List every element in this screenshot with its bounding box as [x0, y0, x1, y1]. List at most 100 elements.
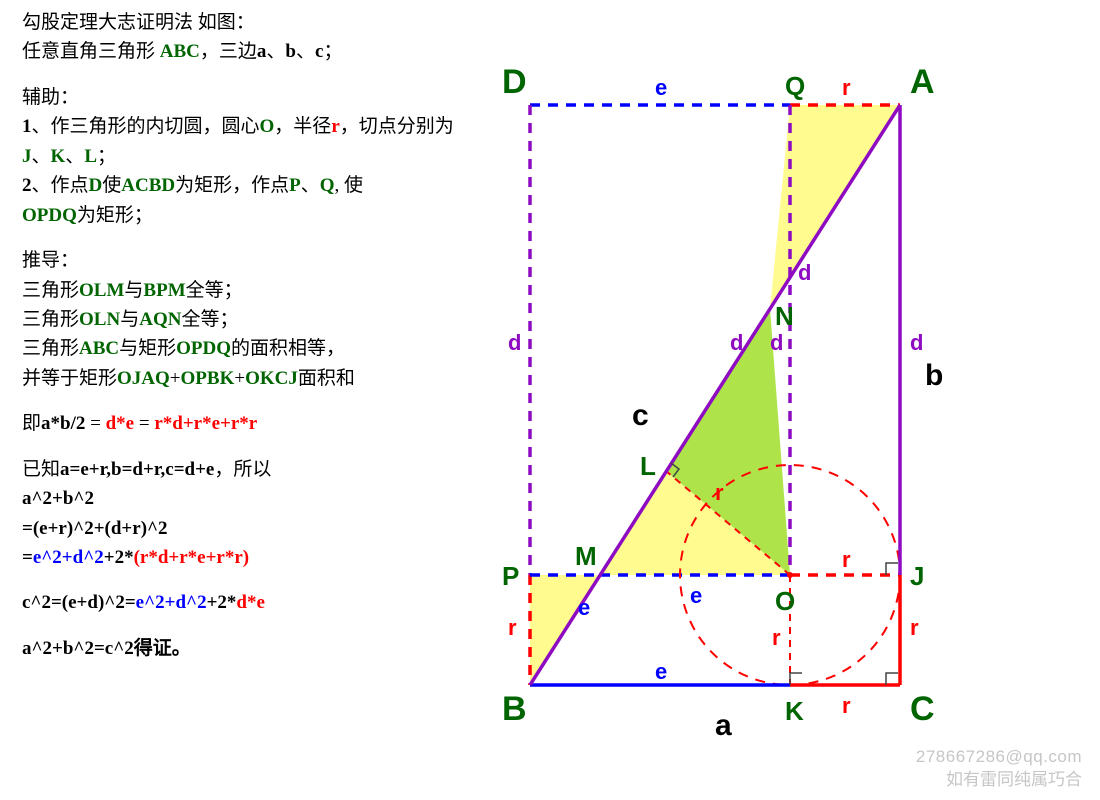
ex2a: = [22, 547, 33, 568]
a26: 为矩形； [77, 205, 153, 226]
title-block: 勾股定理大志证明法 如图： 任意直角三角形 ABC，三边a、b、c； [22, 8, 462, 67]
label-D: D [502, 63, 527, 101]
a2b2: a^2+b^2 [22, 488, 94, 509]
OKCJ: OKCJ [245, 368, 298, 389]
pythagoras-diagram: DABCPQOJKLMNabceeeedddddrrrrrrr [470, 55, 1090, 795]
d3e: 的面积相等， [231, 338, 345, 359]
d2m: 与 [120, 309, 139, 330]
label-e_BM: e [578, 595, 590, 620]
p1: + [170, 368, 181, 389]
P: P [289, 175, 301, 196]
ex2c: +2* [104, 547, 134, 568]
ded-head: 推导： [22, 250, 79, 271]
label-r_PB: r [508, 615, 517, 640]
L: L [84, 146, 97, 167]
c2-block: c^2=(e+d)^2=e^2+d^2+2*d*e [22, 588, 462, 617]
d4p: 并等于矩形 [22, 368, 117, 389]
O: O [260, 116, 275, 137]
Q: Q [320, 175, 335, 196]
BPM: BPM [143, 280, 185, 301]
ACBD: ACBD [121, 175, 175, 196]
label-r_QA: r [842, 75, 851, 100]
D: D [89, 175, 103, 196]
label-side_b: b [925, 359, 943, 392]
a12: 、作三角形的内切圆，圆心 [32, 116, 260, 137]
c2d: d*e [236, 592, 265, 613]
abc: ABC [160, 41, 200, 62]
label-A: A [910, 63, 935, 101]
label-C: C [910, 690, 935, 728]
K: K [51, 146, 66, 167]
ab2: a*b/2 [41, 413, 85, 434]
aux-block: 辅助： 1、作三角形的内切圆，圆心O，半径r，切点分别为J、K、L； 2、作点D… [22, 83, 462, 230]
title-line-2-pre: 任意直角三角形 [22, 41, 160, 62]
label-r_OK: r [772, 625, 781, 650]
n1: 1 [22, 116, 32, 137]
a22: 、作点 [32, 175, 89, 196]
label-K: K [785, 696, 804, 726]
d4e: 面积和 [298, 368, 355, 389]
d2e: 全等； [181, 309, 238, 330]
final: a^2+b^2=c^2得证。 [22, 638, 191, 659]
label-d_DP: d [508, 330, 521, 355]
OLN: OLN [79, 309, 120, 330]
a13: ，半径 [274, 116, 331, 137]
label-d_AJ: d [910, 330, 923, 355]
label-r_JC: r [910, 615, 919, 640]
de1: d*e [106, 413, 135, 434]
eq1: = [85, 413, 105, 434]
eq2: = [134, 413, 154, 434]
c2b: e^2+d^2 [136, 592, 207, 613]
kp: 已知 [22, 459, 60, 480]
final-block: a^2+b^2=c^2得证。 [22, 634, 462, 663]
label-side_a: a [715, 709, 732, 742]
ex2d: (r*d+r*e+r*r) [134, 547, 250, 568]
n2: 2 [22, 175, 32, 196]
AQN: AQN [139, 309, 181, 330]
c1: 、 [266, 41, 285, 62]
kr: a=e+r,b=d+r,c=d+e [60, 459, 214, 480]
label-r_OL: r [715, 480, 724, 505]
eq1-block: 即a*b/2 = d*e = r*d+r*e+r*r [22, 409, 462, 438]
label-side_c: c [632, 399, 649, 432]
c2c: +2* [207, 592, 237, 613]
rde: r*d+r*e+r*r [154, 413, 257, 434]
OPDQ: OPDQ [22, 205, 77, 226]
diagram-svg: DABCPQOJKLMNabceeeedddddrrrrrrr [470, 55, 1090, 795]
label-r_OJ: r [842, 547, 851, 572]
c3: 、 [32, 146, 51, 167]
OJAQ: OJAQ [117, 368, 170, 389]
d3p: 三角形 [22, 338, 79, 359]
d1p: 三角形 [22, 280, 79, 301]
e1p: 即 [22, 413, 41, 434]
a24: 为矩形，作点 [175, 175, 289, 196]
c4: 、 [65, 146, 84, 167]
c2a: c^2=(e+d)^2= [22, 592, 136, 613]
a23: 使 [102, 175, 121, 196]
label-d_NL: d [730, 330, 743, 355]
label-e_BK: e [655, 659, 667, 684]
label-O: O [775, 586, 795, 616]
OPBK: OPBK [181, 368, 235, 389]
title-line-1: 勾股定理大志证明法 如图： [22, 12, 255, 33]
ke: ，所以 [214, 459, 271, 480]
s2: ； [97, 146, 116, 167]
d2p: 三角形 [22, 309, 79, 330]
label-e_PO: e [690, 583, 702, 608]
a: a [257, 41, 267, 62]
label-Q: Q [785, 71, 805, 101]
a25: , 使 [335, 175, 364, 196]
J: J [22, 146, 32, 167]
deduction-block: 推导： 三角形OLM与BPM全等； 三角形OLN与AQN全等； 三角形ABC与矩… [22, 246, 462, 393]
known-block: 已知a=e+r,b=d+r,c=d+e，所以 a^2+b^2 =(e+r)^2+… [22, 455, 462, 573]
OLM: OLM [79, 280, 124, 301]
d1m: 与 [124, 280, 143, 301]
r: r [331, 116, 339, 137]
label-L: L [640, 451, 656, 481]
label-J: J [910, 561, 924, 591]
s1: ； [323, 41, 342, 62]
exp1: =(e+r)^2+(d+r)^2 [22, 518, 168, 539]
watermark-email: 278667286@qq.com [916, 747, 1082, 767]
a14: ，切点分别为 [340, 116, 454, 137]
label-d_AN: d [798, 260, 811, 285]
